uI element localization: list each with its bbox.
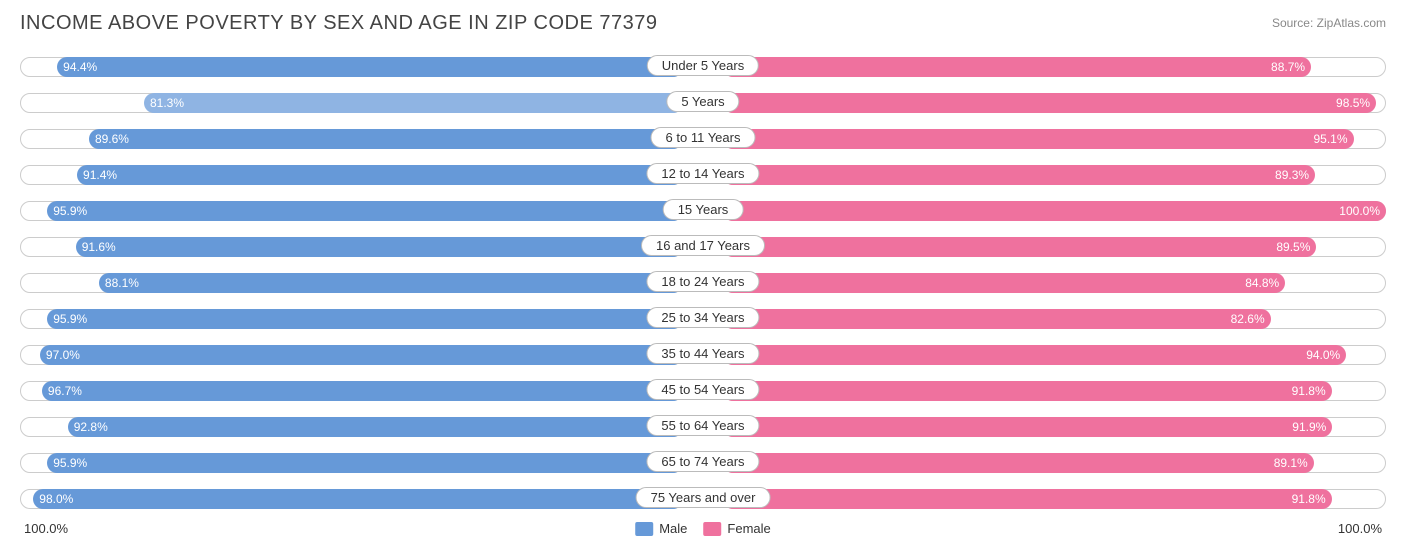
chart-header: INCOME ABOVE POVERTY BY SEX AND AGE IN Z… (20, 12, 1386, 35)
chart-row: 89.6% 95.1%6 to 11 Years (20, 125, 1386, 153)
bar-label-male: 97.0% (40, 345, 683, 365)
chart-title: INCOME ABOVE POVERTY BY SEX AND AGE IN Z… (20, 12, 657, 35)
legend: Male Female (635, 521, 771, 536)
chart-row: 98.0% 91.8%75 Years and over (20, 485, 1386, 513)
bar-label-male: 91.4% (77, 165, 683, 185)
category-label: 35 to 44 Years (646, 343, 759, 364)
category-label: 16 and 17 Years (641, 235, 765, 256)
bar-label-male: 92.8% (68, 417, 683, 437)
bar-label-female: 89.5% (723, 237, 1316, 257)
chart-row: 92.8% 91.9%55 to 64 Years (20, 413, 1386, 441)
bar-label-male: 81.3% (144, 93, 683, 113)
category-label: 18 to 24 Years (646, 271, 759, 292)
chart-footer: 100.0% Male Female 100.0% (20, 521, 1386, 545)
chart-row: 97.0% 94.0%35 to 44 Years (20, 341, 1386, 369)
chart-row: 91.4% 89.3%12 to 14 Years (20, 161, 1386, 189)
bar-label-male: 89.6% (89, 129, 683, 149)
swatch-female (703, 522, 721, 536)
bar-label-female: 91.8% (723, 489, 1332, 509)
chart-row: 95.9% 89.1%65 to 74 Years (20, 449, 1386, 477)
bar-label-female: 89.3% (723, 165, 1315, 185)
diverging-bar-chart: 94.4% 88.7%Under 5 Years 81.3% 98.5%5 Years… (20, 53, 1386, 513)
bar-label-male: 96.7% (42, 381, 683, 401)
chart-row: 88.1% 84.8%18 to 24 Years (20, 269, 1386, 297)
category-label: 55 to 64 Years (646, 415, 759, 436)
bar-label-female: 84.8% (723, 273, 1285, 293)
chart-row: 96.7% 91.8%45 to 54 Years (20, 377, 1386, 405)
category-label: Under 5 Years (647, 55, 759, 76)
category-label: 12 to 14 Years (646, 163, 759, 184)
category-label: 25 to 34 Years (646, 307, 759, 328)
bar-label-female: 95.1% (723, 129, 1354, 149)
bar-label-male: 94.4% (57, 57, 683, 77)
swatch-male (635, 522, 653, 536)
bar-label-male: 95.9% (47, 453, 683, 473)
category-label: 5 Years (666, 91, 739, 112)
bar-label-male: 98.0% (33, 489, 683, 509)
chart-row: 81.3% 98.5%5 Years (20, 89, 1386, 117)
category-label: 15 Years (663, 199, 744, 220)
bar-label-female: 91.8% (723, 381, 1332, 401)
bar-label-female: 91.9% (723, 417, 1332, 437)
bar-label-female: 88.7% (723, 57, 1311, 77)
bar-label-female: 82.6% (723, 309, 1271, 329)
axis-label-right: 100.0% (1338, 521, 1382, 536)
category-label: 65 to 74 Years (646, 451, 759, 472)
bar-label-male: 95.9% (47, 309, 683, 329)
category-label: 6 to 11 Years (651, 127, 756, 148)
category-label: 45 to 54 Years (646, 379, 759, 400)
bar-label-male: 95.9% (47, 201, 683, 221)
legend-item-male: Male (635, 521, 687, 536)
bar-label-male: 91.6% (76, 237, 683, 257)
legend-label-female: Female (727, 521, 770, 536)
chart-source: Source: ZipAtlas.com (1272, 16, 1386, 30)
chart-row: 95.9% 100.0%15 Years (20, 197, 1386, 225)
bar-label-female: 89.1% (723, 453, 1314, 473)
bar-label-male: 88.1% (99, 273, 683, 293)
bar-label-female: 100.0% (723, 201, 1386, 221)
axis-label-left: 100.0% (24, 521, 68, 536)
legend-label-male: Male (659, 521, 687, 536)
category-label: 75 Years and over (636, 487, 771, 508)
chart-row: 91.6% 89.5%16 and 17 Years (20, 233, 1386, 261)
bar-label-female: 94.0% (723, 345, 1346, 365)
bar-label-female: 98.5% (723, 93, 1376, 113)
legend-item-female: Female (703, 521, 770, 536)
chart-row: 95.9% 82.6%25 to 34 Years (20, 305, 1386, 333)
chart-row: 94.4% 88.7%Under 5 Years (20, 53, 1386, 81)
